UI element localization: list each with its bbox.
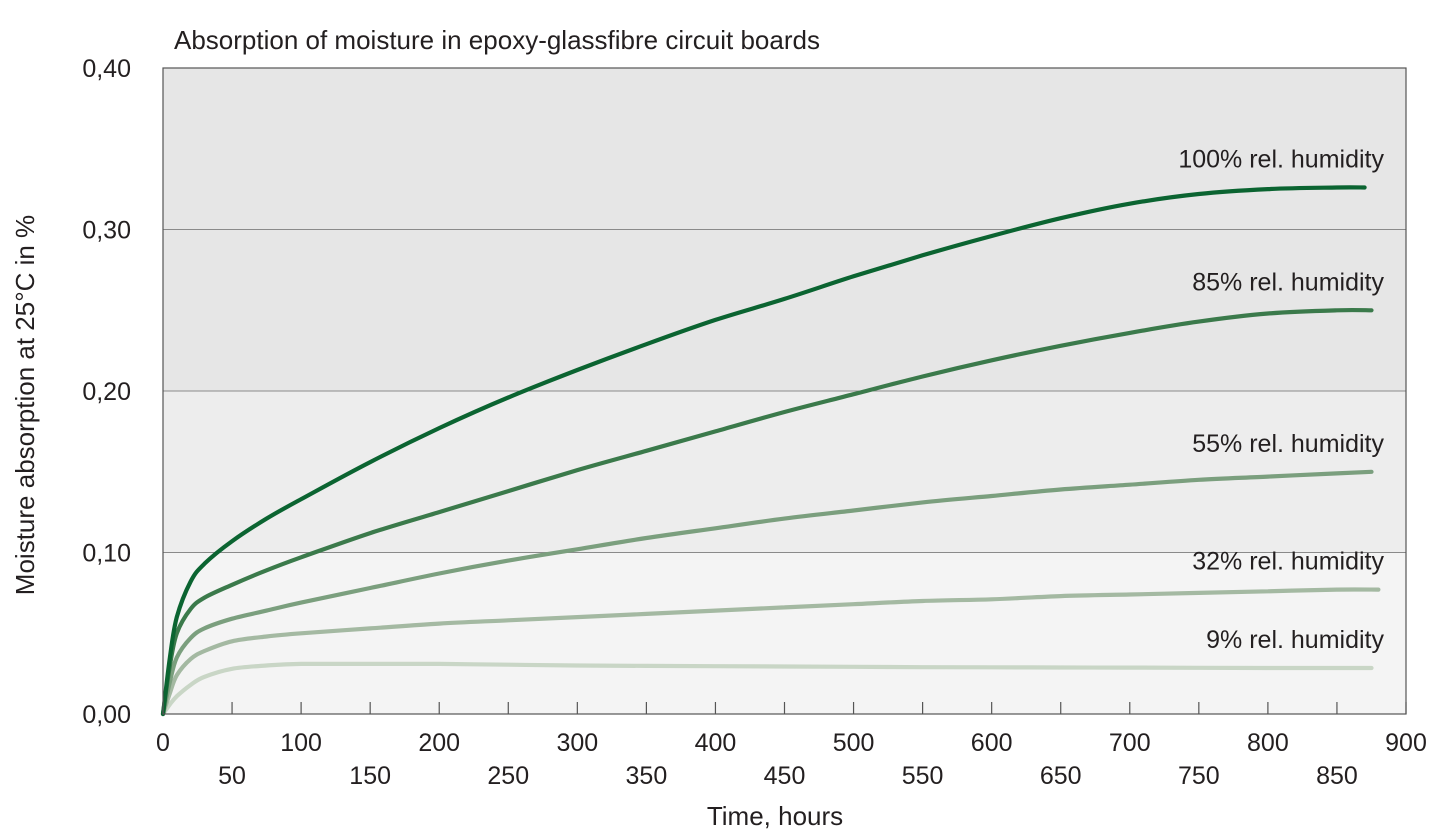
x-tick-label: 150 (349, 762, 391, 790)
x-tick-label: 50 (218, 762, 246, 790)
series-lines (160, 185, 1381, 717)
series-line (160, 307, 1374, 717)
x-tick-label: 550 (902, 762, 944, 790)
series-labels: 100% rel. humidity 85% rel. humidity 55% r… (1178, 146, 1384, 654)
x-tick-label: 750 (1178, 762, 1220, 790)
y-tick-label: 0,40 (82, 55, 131, 83)
x-tick-label: 900 (1385, 729, 1427, 757)
x-tick-label: 350 (626, 762, 668, 790)
y-axis-label: Moisture absorption at 25°C in % (10, 215, 40, 595)
chart-title: Absorption of moisture in epoxy-glassfib… (174, 25, 820, 55)
x-axis-label: Time, hours (707, 801, 843, 831)
x-tick-label: 300 (556, 729, 598, 757)
series-line (160, 469, 1374, 717)
plot-bg-middle (163, 391, 1406, 553)
series-label: 9% rel. humidity (1206, 626, 1384, 654)
series-label: 55% rel. humidity (1192, 430, 1384, 458)
x-tick-label: 250 (487, 762, 529, 790)
y-tick-label: 0,20 (82, 378, 131, 406)
y-tick-label: 0,10 (82, 540, 131, 568)
series-line (160, 185, 1367, 717)
x-tick-label: 200 (418, 729, 460, 757)
series-label: 32% rel. humidity (1192, 548, 1384, 576)
x-tick-label: 450 (764, 762, 806, 790)
x-tick-label: 800 (1247, 729, 1289, 757)
x-tick-label: 700 (1109, 729, 1151, 757)
y-tick-label: 0,00 (82, 701, 131, 729)
series-line (160, 661, 1374, 717)
axis-ticks: 0,00 0,10 0,20 0,30 0,40 0 100 200 300 400 500 600 7… (82, 55, 1427, 790)
x-tick-label: 850 (1316, 762, 1358, 790)
x-tick-label: 400 (695, 729, 737, 757)
gridlines (163, 229, 1406, 553)
x-tick-label: 500 (833, 729, 875, 757)
x-tick-label: 100 (280, 729, 322, 757)
x-tick-label: 0 (156, 729, 170, 757)
y-tick-label: 0,30 (82, 217, 131, 245)
series-line (160, 587, 1381, 717)
x-tick-label: 600 (971, 729, 1013, 757)
series-label: 100% rel. humidity (1178, 146, 1384, 174)
series-label: 85% rel. humidity (1192, 268, 1384, 296)
x-tick-label: 650 (1040, 762, 1082, 790)
